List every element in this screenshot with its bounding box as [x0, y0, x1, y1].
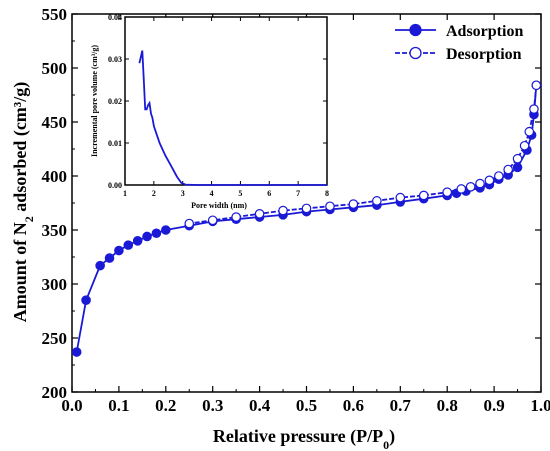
- adsorption-point: [71, 347, 82, 357]
- desorption-point: [207, 215, 218, 226]
- x-tick-label: 0.0: [61, 396, 82, 415]
- inset-y-axis-label: Incremental pore volume (cm³/g): [90, 45, 99, 157]
- adsorption-point: [161, 225, 171, 235]
- inset-y-tick-label: 0.02: [108, 97, 122, 106]
- inset-x-axis-label: Pore width (nm): [191, 201, 247, 210]
- desorption-point: [529, 104, 539, 114]
- inset-y-tick-label: 0.04: [108, 13, 122, 22]
- inset-x-tick-label: 4: [210, 189, 214, 198]
- inset-x-tick-label: 6: [267, 189, 271, 198]
- main-plot: 0.0 0.1 0.2 0.3 0.4 0.5 0.6 0.7 0.8 0.9 1.0 200 250 3…: [42, 5, 550, 415]
- x-tick-label: 0.9: [483, 396, 504, 415]
- desorption-point: [524, 126, 535, 137]
- desorption-point: [493, 171, 504, 181]
- y-tick-label: 250: [42, 329, 68, 348]
- legend-marker-adsorption: [409, 23, 422, 37]
- desorption-point: [395, 192, 406, 203]
- x-tick-label: 0.8: [437, 396, 458, 415]
- y-tick-label: 450: [42, 113, 68, 132]
- legend-label-adsorption: Adsorption: [446, 23, 523, 40]
- inset-x-tick-label: 1: [123, 189, 127, 198]
- adsorption-point: [142, 231, 152, 242]
- x-tick-label: 0.3: [202, 396, 223, 415]
- adsorption-point: [95, 260, 105, 271]
- inset-frame: [124, 16, 328, 186]
- x-tick-label: 0.7: [390, 396, 412, 415]
- desorption-point: [372, 196, 382, 206]
- x-tick-label: 0.4: [249, 396, 271, 415]
- adsorption-point: [104, 253, 115, 263]
- main-series: [71, 80, 542, 357]
- adsorption-point: [123, 240, 134, 250]
- inset-x-tick-label: 8: [325, 189, 329, 198]
- desorption-point: [456, 184, 467, 194]
- inset-y-tick-label: 0.01: [108, 139, 122, 148]
- x-axis-label: Relative pressure (P/P0): [213, 426, 395, 451]
- adsorption-point: [81, 295, 91, 305]
- desorption-point: [475, 178, 485, 189]
- desorption-point: [519, 140, 530, 151]
- inset-plot: 1 2 3 4 5 6 7 8 0.00 0.01 0.02 0.03 0.04: [108, 13, 329, 198]
- inset-series-line: [138, 50, 327, 186]
- x-tick-label: 0.5: [296, 396, 317, 415]
- desorption-point: [348, 199, 359, 209]
- x-tick-label: 1.0: [530, 396, 550, 415]
- legend-marker-desorption: [409, 46, 422, 60]
- inset-y-tick-label: 0.03: [108, 55, 122, 64]
- desorption-point: [325, 201, 335, 212]
- y-tick-label: 200: [42, 383, 68, 402]
- x-tick-label: 0.2: [155, 396, 176, 415]
- y-tick-label: 400: [42, 167, 68, 186]
- inset-x-tick-label: 7: [296, 189, 300, 198]
- y-tick-label: 300: [42, 275, 68, 294]
- desorption-point: [301, 203, 312, 214]
- adsorption-point: [132, 236, 143, 246]
- legend: Adsorption Desorption: [395, 23, 523, 63]
- y-tick-label: 550: [42, 5, 68, 24]
- inset-y-tick-label: 0.00: [108, 181, 122, 190]
- adsorption-point: [114, 245, 124, 256]
- inset-x-tick-label: 2: [152, 189, 156, 198]
- adsorption-point: [151, 228, 162, 239]
- desorption-point: [531, 80, 542, 91]
- inset-x-tick-label: 5: [238, 189, 242, 198]
- desorption-point: [442, 187, 452, 197]
- desorption-point: [484, 175, 495, 186]
- desorption-point: [512, 153, 523, 164]
- desorption-point: [465, 182, 476, 192]
- adsorption-point: [512, 162, 523, 173]
- legend-label-desorption: Desorption: [446, 46, 522, 63]
- desorption-point: [254, 209, 265, 219]
- desorption-point: [503, 164, 513, 175]
- y-axis-label: Amount of N2 adsorbed (cm³/g): [10, 82, 36, 322]
- desorption-point: [418, 190, 429, 201]
- x-tick-label: 0.1: [108, 396, 129, 415]
- x-tick-label: 0.6: [343, 396, 364, 415]
- desorption-point: [231, 212, 241, 222]
- y-tick-label: 500: [42, 59, 68, 78]
- inset-x-tick-label: 3: [181, 189, 185, 198]
- desorption-point: [278, 205, 288, 216]
- desorption-point: [184, 218, 195, 229]
- y-tick-label: 350: [42, 221, 68, 240]
